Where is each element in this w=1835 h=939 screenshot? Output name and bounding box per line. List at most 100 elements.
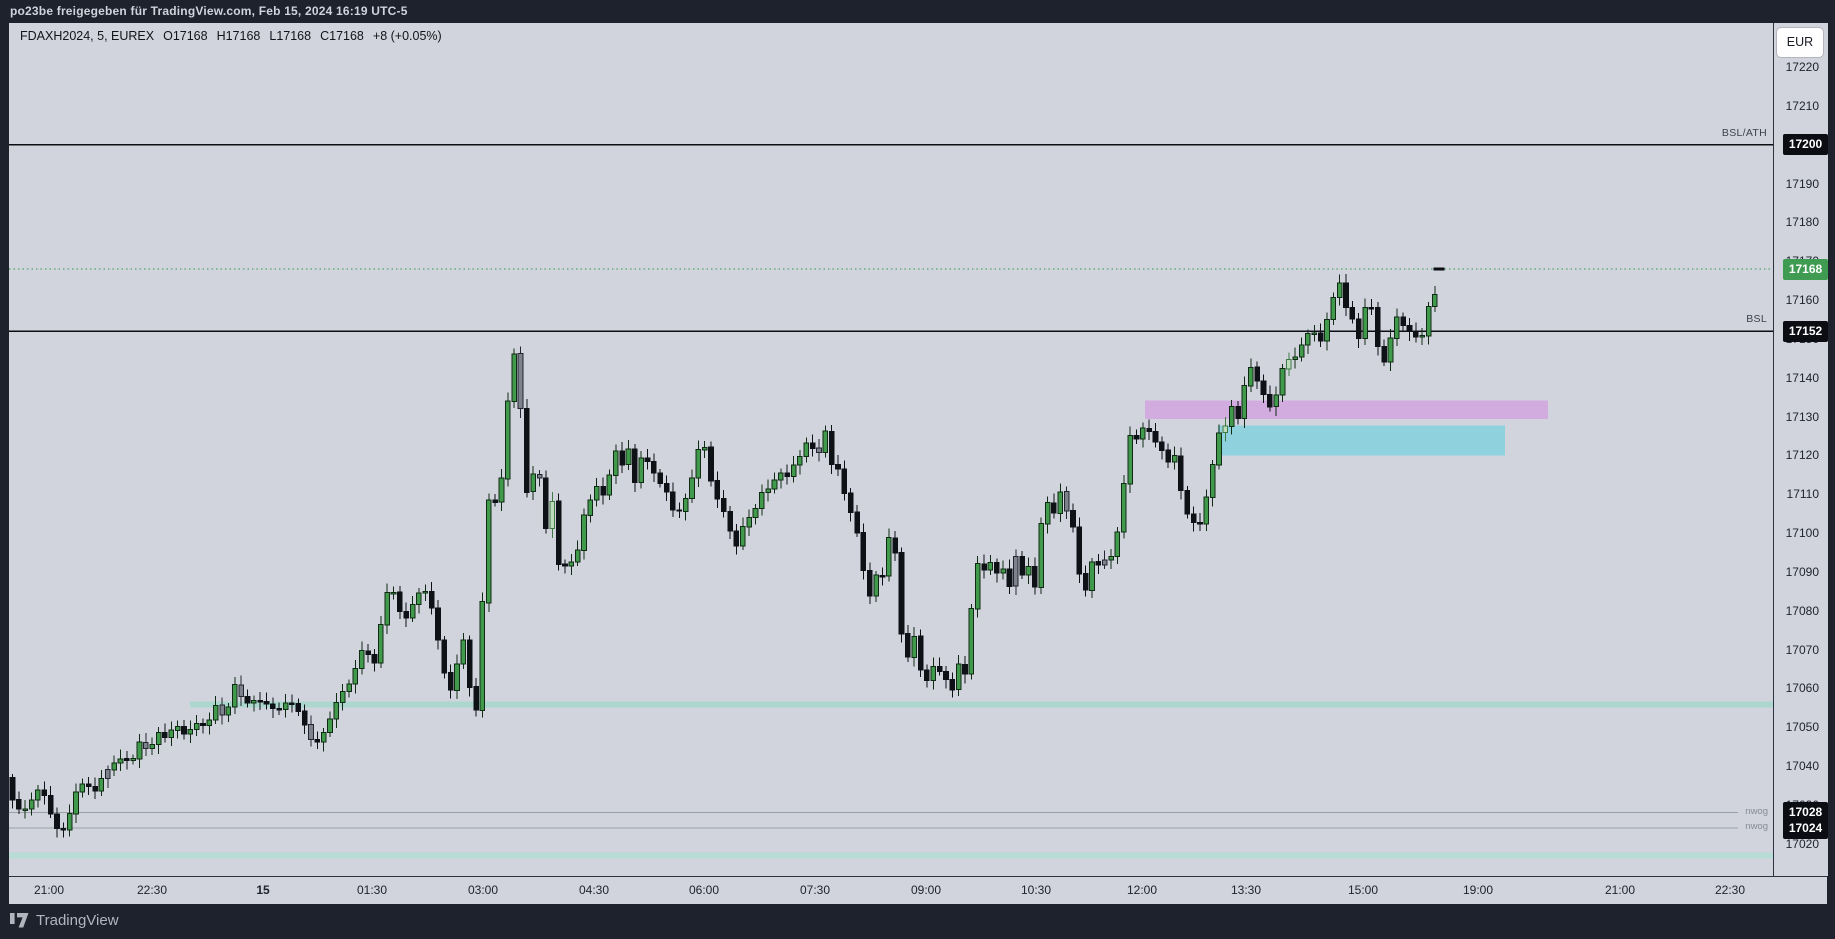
candle — [1273, 394, 1279, 408]
candle — [1400, 316, 1406, 327]
price-tick: 17040 — [1785, 759, 1819, 774]
candle — [263, 701, 270, 705]
candle — [676, 509, 683, 512]
candle — [949, 678, 956, 691]
candle — [1108, 555, 1114, 561]
candle — [530, 473, 537, 493]
bsl-label: BSL — [1746, 313, 1767, 325]
candle — [22, 808, 28, 812]
candle — [981, 563, 987, 571]
candle — [974, 563, 981, 610]
candle — [771, 479, 778, 490]
candle — [85, 783, 92, 788]
candle — [371, 653, 378, 664]
candle — [600, 486, 606, 496]
candle — [733, 530, 740, 547]
candle — [16, 799, 22, 810]
tradingview-logo[interactable]: TradingView — [10, 912, 119, 929]
candle — [358, 650, 365, 670]
time-tick: 22:30 — [1714, 883, 1746, 897]
candle — [1025, 565, 1032, 576]
time-tick: 15 — [256, 883, 270, 897]
nwog-label-upper: nwog — [1745, 806, 1768, 817]
attribution-bar: po23be freigegeben für TradingView.com, … — [0, 0, 1835, 23]
candlestick-plot[interactable] — [9, 23, 1773, 876]
candle — [1368, 307, 1375, 310]
candle — [1159, 441, 1165, 451]
candle — [1057, 491, 1064, 514]
candle — [136, 741, 143, 760]
candle — [1267, 393, 1273, 408]
candle — [384, 592, 390, 626]
candle — [1254, 366, 1260, 382]
candle — [511, 353, 517, 402]
candle — [625, 448, 632, 466]
candle — [720, 498, 727, 512]
candle — [339, 691, 346, 704]
candle — [98, 777, 105, 792]
candle — [568, 561, 575, 567]
ohlc-close: C17168 — [320, 29, 364, 43]
candle — [1343, 282, 1349, 309]
candle — [778, 472, 784, 481]
ohlc-open: O17168 — [163, 29, 208, 43]
price-tick: 17190 — [1785, 176, 1819, 191]
symbol-legend[interactable]: FDAXH2024, 5, EUREX O17168 H17168 L17168 C17… — [20, 29, 442, 43]
candle — [193, 722, 200, 731]
candle — [739, 526, 746, 547]
price-level-label: 17152 — [1783, 320, 1828, 342]
candle — [73, 791, 79, 815]
candle — [1095, 561, 1102, 566]
candle — [117, 758, 124, 764]
candle — [485, 499, 492, 604]
candle — [79, 783, 86, 793]
price-tick: 17180 — [1785, 215, 1819, 230]
time-tick: 09:00 — [910, 883, 942, 897]
time-tick: 10:30 — [1020, 883, 1052, 897]
candle — [860, 532, 867, 572]
candle — [866, 569, 873, 597]
candle — [1432, 293, 1438, 308]
candle — [1013, 555, 1019, 587]
currency-button[interactable]: EUR — [1777, 28, 1823, 57]
candle — [409, 604, 416, 619]
candle — [270, 703, 276, 710]
candle — [936, 665, 943, 673]
candle — [327, 718, 333, 734]
candle — [225, 706, 232, 716]
footer: TradingView — [0, 903, 1835, 939]
candle — [1394, 316, 1400, 339]
candle — [124, 758, 130, 762]
candle — [987, 562, 994, 571]
time-tick: 19:00 — [1462, 883, 1494, 897]
candle — [587, 499, 594, 516]
chart-area: FDAXH2024, 5, EUREX O17168 H17168 L17168 C17… — [9, 23, 1828, 904]
candle — [612, 450, 619, 476]
candle — [422, 590, 429, 594]
candle — [143, 741, 149, 750]
time-tick: 06:00 — [688, 883, 720, 897]
candle — [1324, 318, 1330, 342]
candle — [701, 446, 708, 451]
candle — [1286, 359, 1292, 370]
candle — [873, 574, 879, 597]
candle — [289, 702, 295, 706]
candle — [301, 710, 308, 726]
current-bar-dash — [1433, 267, 1445, 271]
candle — [1184, 490, 1191, 515]
candle — [1146, 427, 1152, 433]
candle — [955, 663, 962, 691]
candle — [1006, 568, 1013, 587]
price-axis[interactable]: EUR 172201721017200171901718017170171601… — [1773, 23, 1828, 876]
candle — [505, 400, 511, 480]
time-axis[interactable]: 21:00 22:30 15 01:30 03:00 04:30 06:00 07:30 09:… — [9, 876, 1827, 904]
candle — [854, 511, 860, 534]
teal-level-band — [190, 701, 1773, 708]
candle — [1032, 565, 1038, 588]
candle — [1279, 368, 1286, 396]
ohlc-low: L17168 — [269, 29, 312, 43]
price-tick: 17160 — [1785, 293, 1819, 308]
candle — [1247, 366, 1254, 387]
candle — [155, 731, 162, 746]
price-tick: 17070 — [1785, 642, 1819, 657]
